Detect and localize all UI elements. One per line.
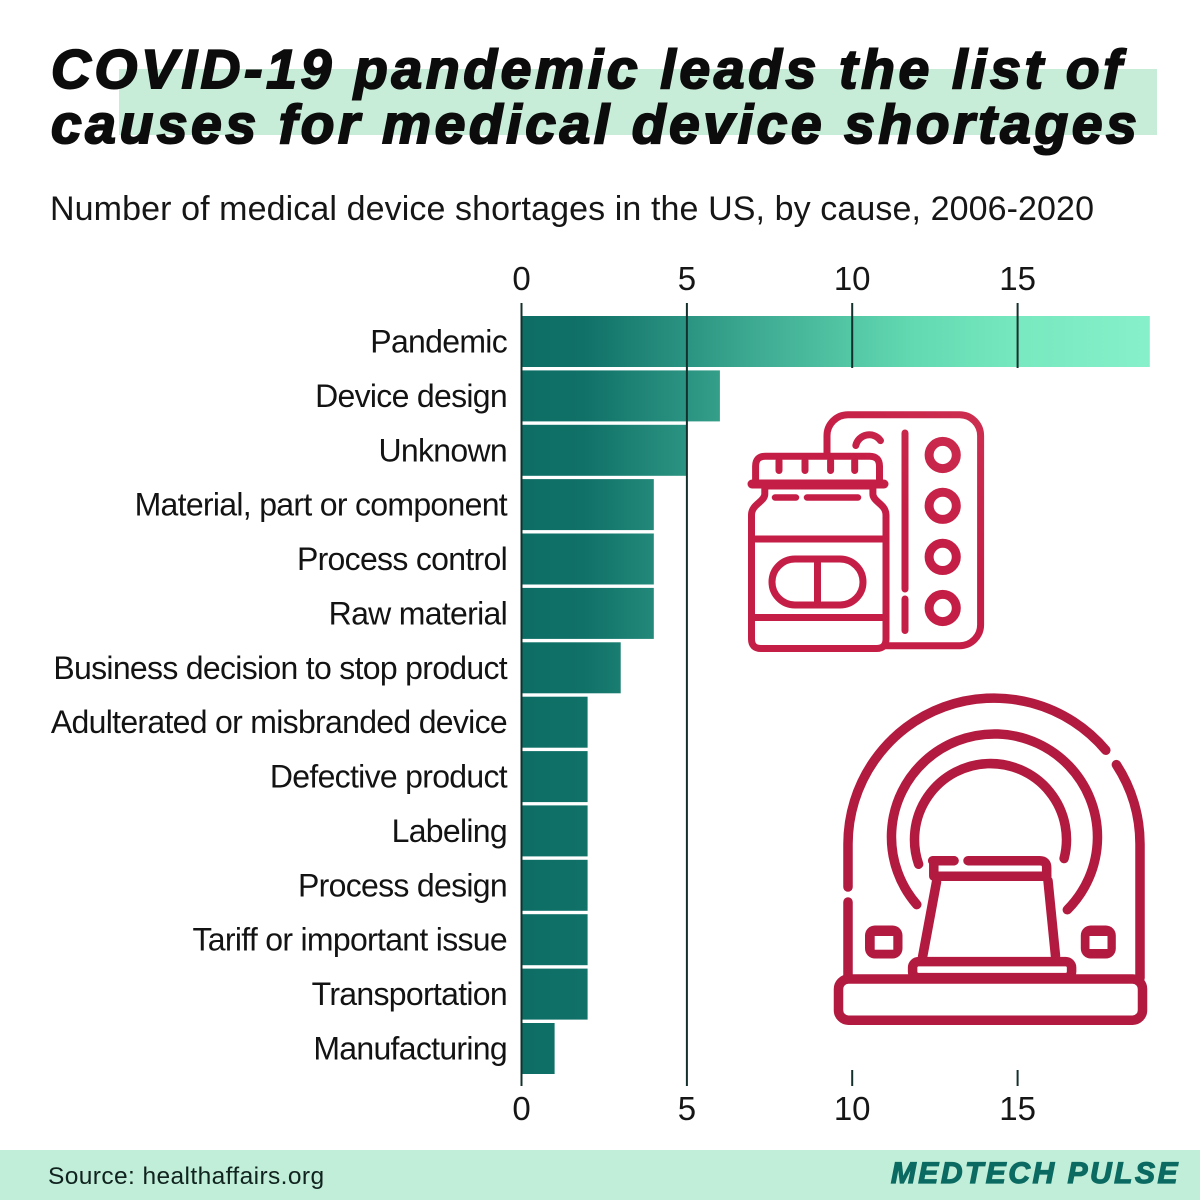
svg-text:Unknown: Unknown <box>378 432 507 468</box>
svg-text:Labeling: Labeling <box>392 813 507 849</box>
svg-text:Business decision to stop prod: Business decision to stop product <box>53 650 507 686</box>
svg-text:15: 15 <box>999 1090 1036 1127</box>
svg-text:Manufacturing: Manufacturing <box>313 1031 507 1067</box>
svg-text:0: 0 <box>512 1090 530 1127</box>
svg-text:Device design: Device design <box>315 378 507 414</box>
svg-text:Raw material: Raw material <box>329 595 507 631</box>
svg-text:Process control: Process control <box>297 541 507 577</box>
svg-text:10: 10 <box>834 1090 871 1127</box>
svg-text:Process design: Process design <box>298 867 507 903</box>
svg-text:10: 10 <box>834 260 871 297</box>
svg-text:Transportation: Transportation <box>312 976 507 1012</box>
svg-text:Defective product: Defective product <box>270 759 508 795</box>
svg-text:15: 15 <box>999 260 1036 297</box>
svg-text:5: 5 <box>678 1090 696 1127</box>
svg-text:Adulterated or misbranded devi: Adulterated or misbranded device <box>51 704 507 740</box>
svg-text:Tariff or important issue: Tariff or important issue <box>193 922 508 958</box>
svg-text:5: 5 <box>678 260 696 297</box>
svg-text:0: 0 <box>512 260 530 297</box>
svg-text:Pandemic: Pandemic <box>370 324 507 360</box>
svg-text:Material, part or component: Material, part or component <box>135 487 508 523</box>
